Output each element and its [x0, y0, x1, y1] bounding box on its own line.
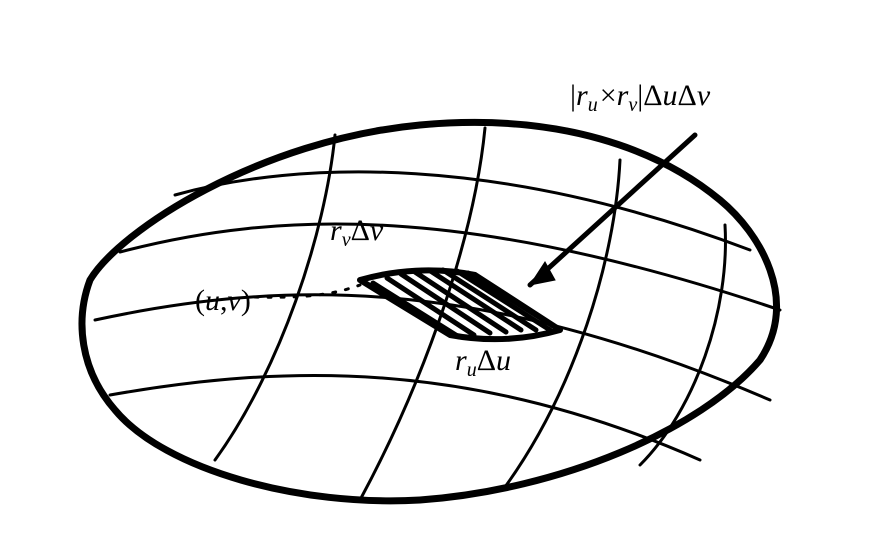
label-uv-point: (u,v) [195, 284, 251, 317]
label-rv-dv: rvΔv [330, 214, 384, 251]
label-area-formula: |ru×rv|ΔuΔv [570, 79, 711, 116]
arrow-shaft [530, 135, 695, 285]
grid-curve [175, 172, 750, 250]
tangent-patch [360, 270, 560, 339]
area-arrow [530, 135, 695, 285]
label-ru-du: ruΔu [455, 344, 511, 381]
grid-curve [110, 375, 700, 460]
surface-boundary [82, 122, 777, 500]
grid-curve [640, 225, 725, 465]
